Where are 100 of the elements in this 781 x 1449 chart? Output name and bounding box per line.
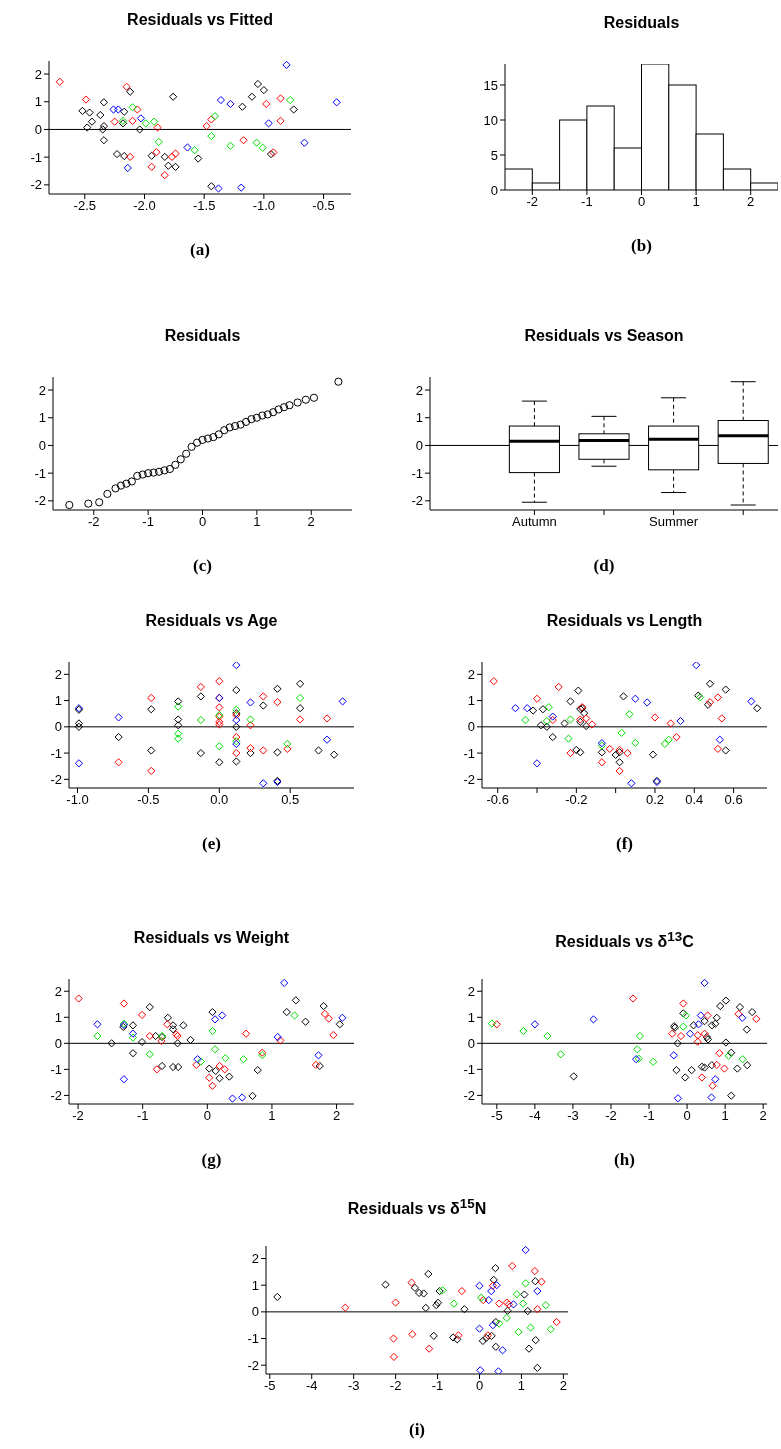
x-axis-title: (f): [615, 834, 634, 854]
x-tick-label: -2.5: [73, 198, 97, 214]
x-tick-label: -4: [529, 1108, 541, 1124]
x-tick-label: -1: [643, 1108, 655, 1124]
x-tick-label: -2: [72, 1108, 84, 1124]
y-tick-label: 2: [38, 382, 46, 398]
y-tick-label: 2: [34, 66, 42, 82]
y-tick-label: 1: [467, 693, 475, 709]
y-tick-label: 0: [38, 438, 46, 454]
x-tick-label: 0.2: [645, 792, 664, 808]
y-tick-label: 1: [415, 410, 423, 426]
x-tick-label: -1: [581, 194, 593, 210]
y-tick-label: 15: [483, 77, 498, 93]
chart-title: Residuals vs Fitted: [126, 11, 274, 29]
y-tick-label: -2: [247, 1357, 259, 1373]
x-tick-label: -1: [142, 514, 154, 530]
y-tick-label: 0: [34, 122, 42, 138]
y-tick-label: 2: [54, 983, 62, 999]
y-tick-label: -2: [34, 493, 46, 509]
y-tick-label: 2: [467, 983, 475, 999]
y-tick-label: -2: [463, 771, 475, 787]
x-tick-label: 0.6: [724, 792, 743, 808]
x-tick-label: -5: [263, 1378, 276, 1394]
y-tick-label: -2: [411, 493, 423, 509]
y-tick-label: 1: [34, 94, 42, 110]
y-tick-label: 0: [467, 719, 475, 735]
x-tick-label: 1: [268, 1108, 276, 1124]
x-tick-label: -1.0: [252, 198, 276, 214]
y-tick-label: 0: [54, 719, 62, 735]
chart-title: Residuals vs δ$^{15}$N: [346, 1196, 488, 1219]
x-axis-title: (a): [189, 240, 211, 260]
y-tick-label: 0: [251, 1304, 259, 1320]
chart-title: Residuals vs Length: [545, 612, 704, 630]
y-tick-label: -1: [463, 745, 475, 761]
y-tick-label: 2: [415, 382, 423, 398]
x-tick-label: 0.0: [210, 792, 229, 808]
chart-title: Residuals vs Age: [144, 612, 279, 630]
x-tick-label: -0.5: [312, 198, 335, 214]
chart-title: Residuals: [163, 327, 242, 345]
x-tick-label: -2: [605, 1108, 617, 1124]
x-tick-label: -3: [347, 1378, 360, 1394]
y-tick-label: 1: [467, 1009, 475, 1025]
x-tick-label: -1: [431, 1378, 444, 1394]
x-tick-label: 0.4: [685, 792, 704, 808]
x-axis-title: (e): [201, 834, 222, 854]
x-axis-title: (d): [592, 556, 616, 576]
x-tick-label: 0: [637, 194, 646, 210]
chart-title: Residuals vs δ$^{13}$C: [554, 929, 695, 952]
y-tick-label: -2: [50, 771, 62, 787]
y-tick-label: 0: [54, 1035, 62, 1051]
y-tick-label: -1: [411, 465, 423, 481]
x-axis-title: (b): [630, 236, 653, 256]
x-tick-label: 1: [692, 194, 700, 210]
x-tick-label: -4: [305, 1378, 318, 1394]
y-tick-label: 1: [251, 1277, 259, 1293]
x-tick-label: 1: [517, 1378, 526, 1394]
y-tick-label: -1: [463, 1061, 475, 1077]
x-tick-label: 2: [307, 514, 315, 530]
y-tick-label: 5: [490, 147, 498, 163]
x-tick-label: -1.0: [66, 792, 89, 808]
x-tick-label: 0: [683, 1108, 691, 1124]
y-tick-label: -1: [50, 745, 62, 761]
x-tick-label: Summer: [649, 514, 699, 530]
x-axis-title: (g): [200, 1150, 223, 1170]
y-tick-label: 2: [251, 1251, 259, 1267]
y-tick-label: -1: [50, 1061, 62, 1077]
x-tick-label: 1: [721, 1108, 729, 1124]
y-tick-label: -1: [34, 465, 46, 481]
x-tick-label: 0: [198, 514, 207, 530]
x-tick-label: Autumn: [511, 514, 557, 530]
x-tick-label: 2: [332, 1108, 341, 1124]
x-axis-title: (i): [407, 1420, 426, 1440]
x-tick-label: 0.5: [281, 792, 300, 808]
x-tick-label: 0: [203, 1108, 211, 1124]
chart-title: Residuals: [602, 14, 681, 32]
y-tick-label: 2: [54, 666, 62, 682]
y-tick-label: -2: [463, 1088, 475, 1104]
x-tick-label: -2: [389, 1378, 402, 1394]
y-tick-label: -1: [247, 1331, 259, 1347]
x-tick-label: 2: [759, 1108, 767, 1124]
x-tick-label: 2: [747, 194, 755, 210]
y-tick-label: 1: [38, 410, 46, 426]
y-tick-label: -2: [50, 1088, 62, 1104]
y-tick-label: 0: [490, 182, 498, 198]
y-tick-label: 2: [467, 666, 475, 682]
x-tick-label: -0.5: [137, 792, 160, 808]
chart-title: Residuals vs Weight: [132, 929, 291, 947]
chart-title: Residuals vs Season: [523, 327, 685, 345]
x-tick-label: -2.0: [133, 198, 156, 214]
x-tick-label: -5: [491, 1108, 503, 1124]
x-tick-label: -0.6: [486, 792, 509, 808]
x-tick-label: -1.5: [192, 198, 216, 214]
x-tick-label: 2: [559, 1378, 567, 1394]
y-tick-label: 10: [483, 112, 498, 128]
x-tick-label: -1: [136, 1108, 149, 1124]
y-tick-label: 1: [54, 693, 62, 709]
x-tick-label: -2: [526, 194, 539, 210]
y-tick-label: -1: [30, 149, 42, 165]
x-tick-label: -3: [567, 1108, 579, 1124]
x-axis-title: (h): [613, 1150, 636, 1170]
